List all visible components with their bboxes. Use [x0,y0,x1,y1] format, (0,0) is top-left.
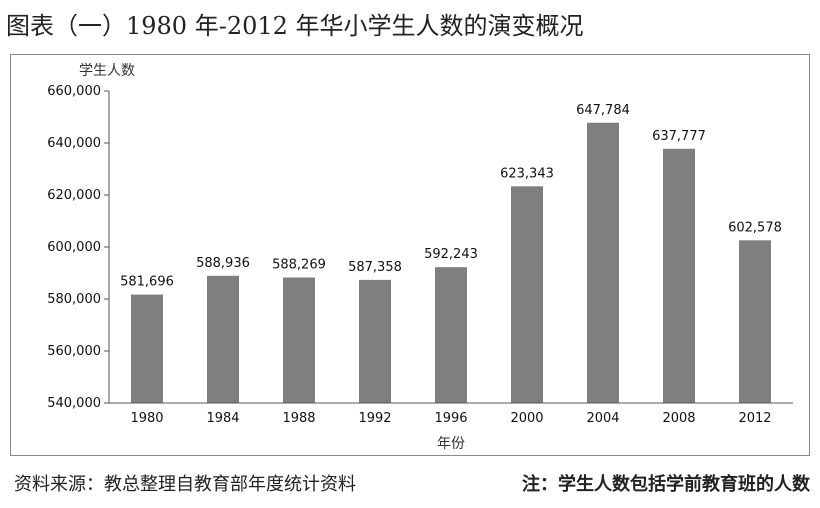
data-label: 647,784 [576,103,630,118]
bar [587,122,619,403]
bar [663,148,695,403]
data-label: 581,696 [120,275,174,290]
data-label: 588,269 [272,258,326,273]
bar [283,277,315,403]
data-label: 602,578 [728,220,782,235]
x-axis-title: 年份 [437,436,465,452]
y-tick-label: 600,000 [47,240,101,255]
source-note: 资料来源：教总整理自教育部年度统计资料 [14,474,356,495]
y-tick-label: 560,000 [47,344,101,359]
x-tick-label: 1980 [130,411,163,426]
chart-frame: 540,000 560,000 580,000 600,000 620,000 640,0… [10,54,810,456]
data-label: 637,777 [652,129,706,144]
footnote: 注：学生人数包括学前教育班的人数 [522,474,810,495]
y-tick-label: 620,000 [47,188,101,203]
page-title: 图表（一）1980 年-2012 年华小学生人数的演变概况 [6,12,584,40]
bars [131,122,771,403]
x-tick-label: 2004 [586,411,619,426]
x-tick-label: 1984 [206,411,239,426]
bar-chart: 540,000 560,000 580,000 600,000 620,000 640,0… [47,63,793,452]
bar [359,279,391,403]
bar [739,240,771,403]
y-axis-title: 学生人数 [79,63,135,79]
data-label: 592,243 [424,247,478,262]
bar [207,275,239,403]
x-axis-ticks: 1980 1984 1988 1992 1996 2000 2004 2008 2012 [130,411,771,426]
bar [435,267,467,403]
y-tick-label: 580,000 [47,292,101,307]
data-label: 587,358 [348,260,402,275]
x-tick-label: 2012 [738,411,771,426]
y-axis-ticks: 540,000 560,000 580,000 600,000 620,000 640,0… [47,84,109,411]
x-tick-label: 2000 [510,411,543,426]
x-tick-label: 1992 [358,411,391,426]
bar [131,294,163,403]
bar [511,186,543,403]
y-tick-label: 640,000 [47,136,101,151]
y-tick-label: 540,000 [47,396,101,411]
x-tick-label: 2008 [662,411,695,426]
y-tick-label: 660,000 [47,84,101,99]
data-label: 588,936 [196,256,250,271]
x-tick-label: 1988 [282,411,315,426]
data-label: 623,343 [500,166,554,181]
data-labels: 581,696 588,936 588,269 587,358 592,243 623,3… [120,103,782,290]
x-tick-label: 1996 [434,411,467,426]
